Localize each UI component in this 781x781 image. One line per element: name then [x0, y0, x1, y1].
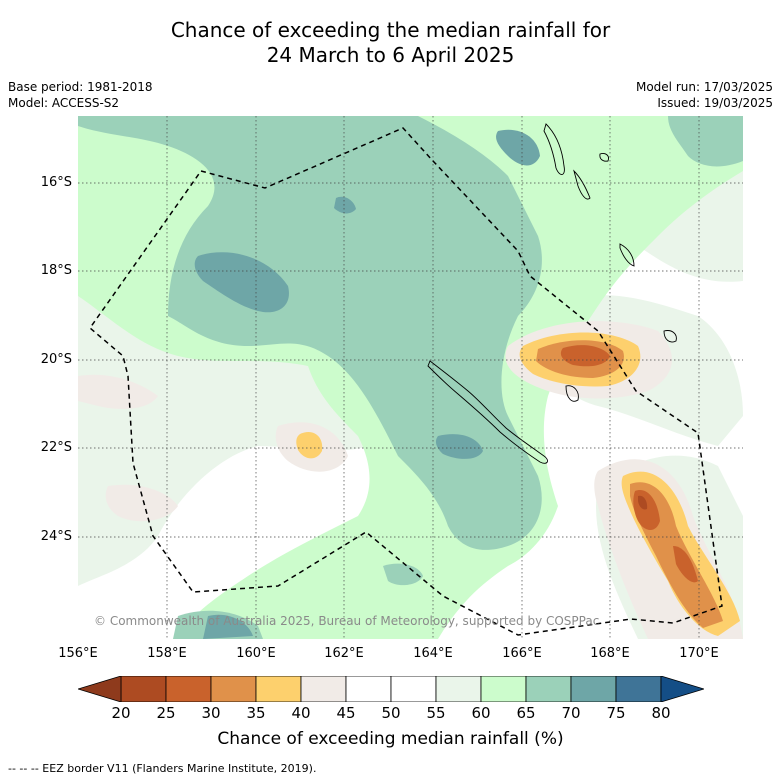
title-line-1: Chance of exceeding the median rainfall … [170, 18, 611, 42]
map-canvas [78, 116, 743, 639]
colorbar [78, 676, 704, 702]
map-title: Chance of exceeding the median rainfall … [0, 18, 781, 68]
colorbar-segment [570, 676, 617, 702]
lat-label-16s: 16°S [40, 175, 72, 190]
colorbar-tick-label: 80 [651, 704, 671, 722]
vanuatu-island-3 [599, 153, 609, 162]
colorbar-tick-label: 65 [516, 704, 536, 722]
colorbar-tick-label: 55 [426, 704, 446, 722]
colorbar-segment [480, 676, 527, 702]
colorbar-segments [120, 676, 662, 702]
colorbar-tick-label: 60 [471, 704, 491, 722]
contour-75-region [194, 129, 540, 639]
colorbar-tick-label: 45 [336, 704, 356, 722]
vanuatu-island-2 [573, 169, 591, 200]
lon-label-162e: 162°E [324, 646, 364, 661]
title-line-2: 24 March to 6 April 2025 [266, 43, 515, 67]
lat-label-24s: 24°S [40, 529, 72, 544]
vanuatu-island-4 [619, 243, 635, 267]
colorbar-tick-label: 25 [156, 704, 176, 722]
colorbar-segment [435, 676, 482, 702]
colorbar-tick-label: 40 [291, 704, 311, 722]
coastlines [427, 123, 677, 464]
colorbar-tick-label: 75 [606, 704, 626, 722]
rainfall-map [78, 116, 743, 639]
colorbar-segment [255, 676, 302, 702]
contour-20-region [638, 495, 648, 510]
colorbar-segment [210, 676, 257, 702]
lon-label-168e: 168°E [590, 646, 630, 661]
colorbar-segment [300, 676, 347, 702]
colorbar-segment [120, 676, 167, 702]
lon-label-160e: 160°E [236, 646, 276, 661]
loyalty-island [663, 330, 677, 343]
new-caledonia-coastline [427, 360, 548, 464]
graticule [78, 116, 743, 639]
colorbar-tick-label: 20 [111, 704, 131, 722]
colorbar-segment [525, 676, 572, 702]
colorbar-above-arrow [660, 676, 704, 702]
colorbar-segment [165, 676, 212, 702]
model-text: Model: ACCESS-S2 [8, 96, 120, 110]
issued-text: Issued: 19/03/2025 [657, 96, 773, 110]
colorbar-segment [345, 676, 392, 702]
copyright-credit: © Commonwealth of Australia 2025, Bureau… [94, 614, 600, 628]
right-metadata: Model run: 17/03/2025 Issued: 19/03/2025 [636, 79, 773, 111]
base-period-text: Base period: 1981-2018 [8, 80, 153, 94]
loyalty-island-2 [565, 385, 579, 402]
left-metadata: Base period: 1981-2018 Model: ACCESS-S2 [8, 79, 153, 111]
colorbar-title: Chance of exceeding median rainfall (%) [217, 729, 564, 749]
lat-label-22s: 22°S [40, 440, 72, 455]
model-run-text: Model run: 17/03/2025 [635, 80, 773, 94]
lon-label-166e: 166°E [502, 646, 542, 661]
lon-label-164e: 164°E [413, 646, 453, 661]
eez-border [88, 127, 723, 636]
colorbar-tick-label: 30 [201, 704, 221, 722]
lon-label-156e: 156°E [58, 646, 98, 661]
vanuatu-island-1 [543, 123, 565, 175]
colorbar-tick-label: 50 [381, 704, 401, 722]
colorbar-tick-label: 35 [246, 704, 266, 722]
colorbar-below-arrow [78, 676, 122, 702]
lat-label-18s: 18°S [40, 263, 72, 278]
eez-footnote: -- -- -- EEZ border V11 (Flanders Marine… [8, 762, 317, 775]
lat-label-20s: 20°S [40, 352, 72, 367]
contour-25-region [560, 345, 698, 583]
colorbar-segment [615, 676, 662, 702]
colorbar-tick-label: 70 [561, 704, 581, 722]
colorbar-segment [390, 676, 437, 702]
lon-label-170e: 170°E [679, 646, 719, 661]
lon-label-158e: 158°E [147, 646, 187, 661]
